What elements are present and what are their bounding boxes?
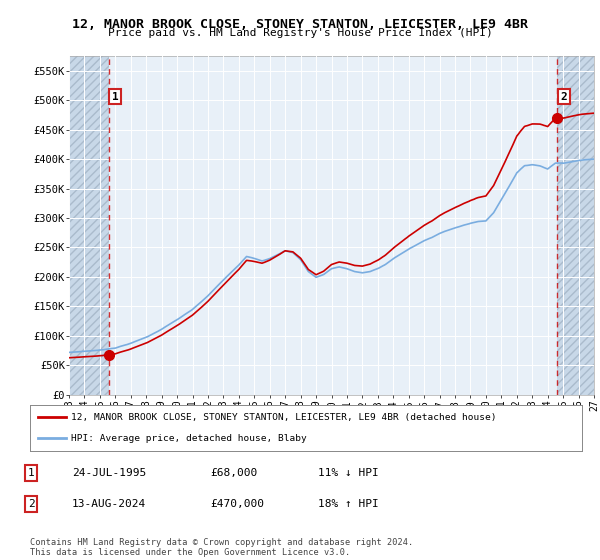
Text: 1: 1 [112,92,118,102]
Text: 24-JUL-1995: 24-JUL-1995 [72,468,146,478]
Text: £68,000: £68,000 [210,468,257,478]
Text: 11% ↓ HPI: 11% ↓ HPI [318,468,379,478]
Text: 18% ↑ HPI: 18% ↑ HPI [318,499,379,509]
Text: 13-AUG-2024: 13-AUG-2024 [72,499,146,509]
Bar [557,56,594,395]
Text: HPI: Average price, detached house, Blaby: HPI: Average price, detached house, Blab… [71,434,307,443]
Text: Contains HM Land Registry data © Crown copyright and database right 2024.
This d: Contains HM Land Registry data © Crown c… [30,538,413,557]
Text: 12, MANOR BROOK CLOSE, STONEY STANTON, LEICESTER, LE9 4BR: 12, MANOR BROOK CLOSE, STONEY STANTON, L… [72,18,528,31]
Text: 12, MANOR BROOK CLOSE, STONEY STANTON, LEICESTER, LE9 4BR (detached house): 12, MANOR BROOK CLOSE, STONEY STANTON, L… [71,413,497,422]
Text: 2: 2 [560,92,567,102]
Text: £470,000: £470,000 [210,499,264,509]
Text: 1: 1 [28,468,35,478]
Text: 2: 2 [28,499,35,509]
Text: Price paid vs. HM Land Registry's House Price Index (HPI): Price paid vs. HM Land Registry's House … [107,28,493,38]
Bar [69,56,109,395]
